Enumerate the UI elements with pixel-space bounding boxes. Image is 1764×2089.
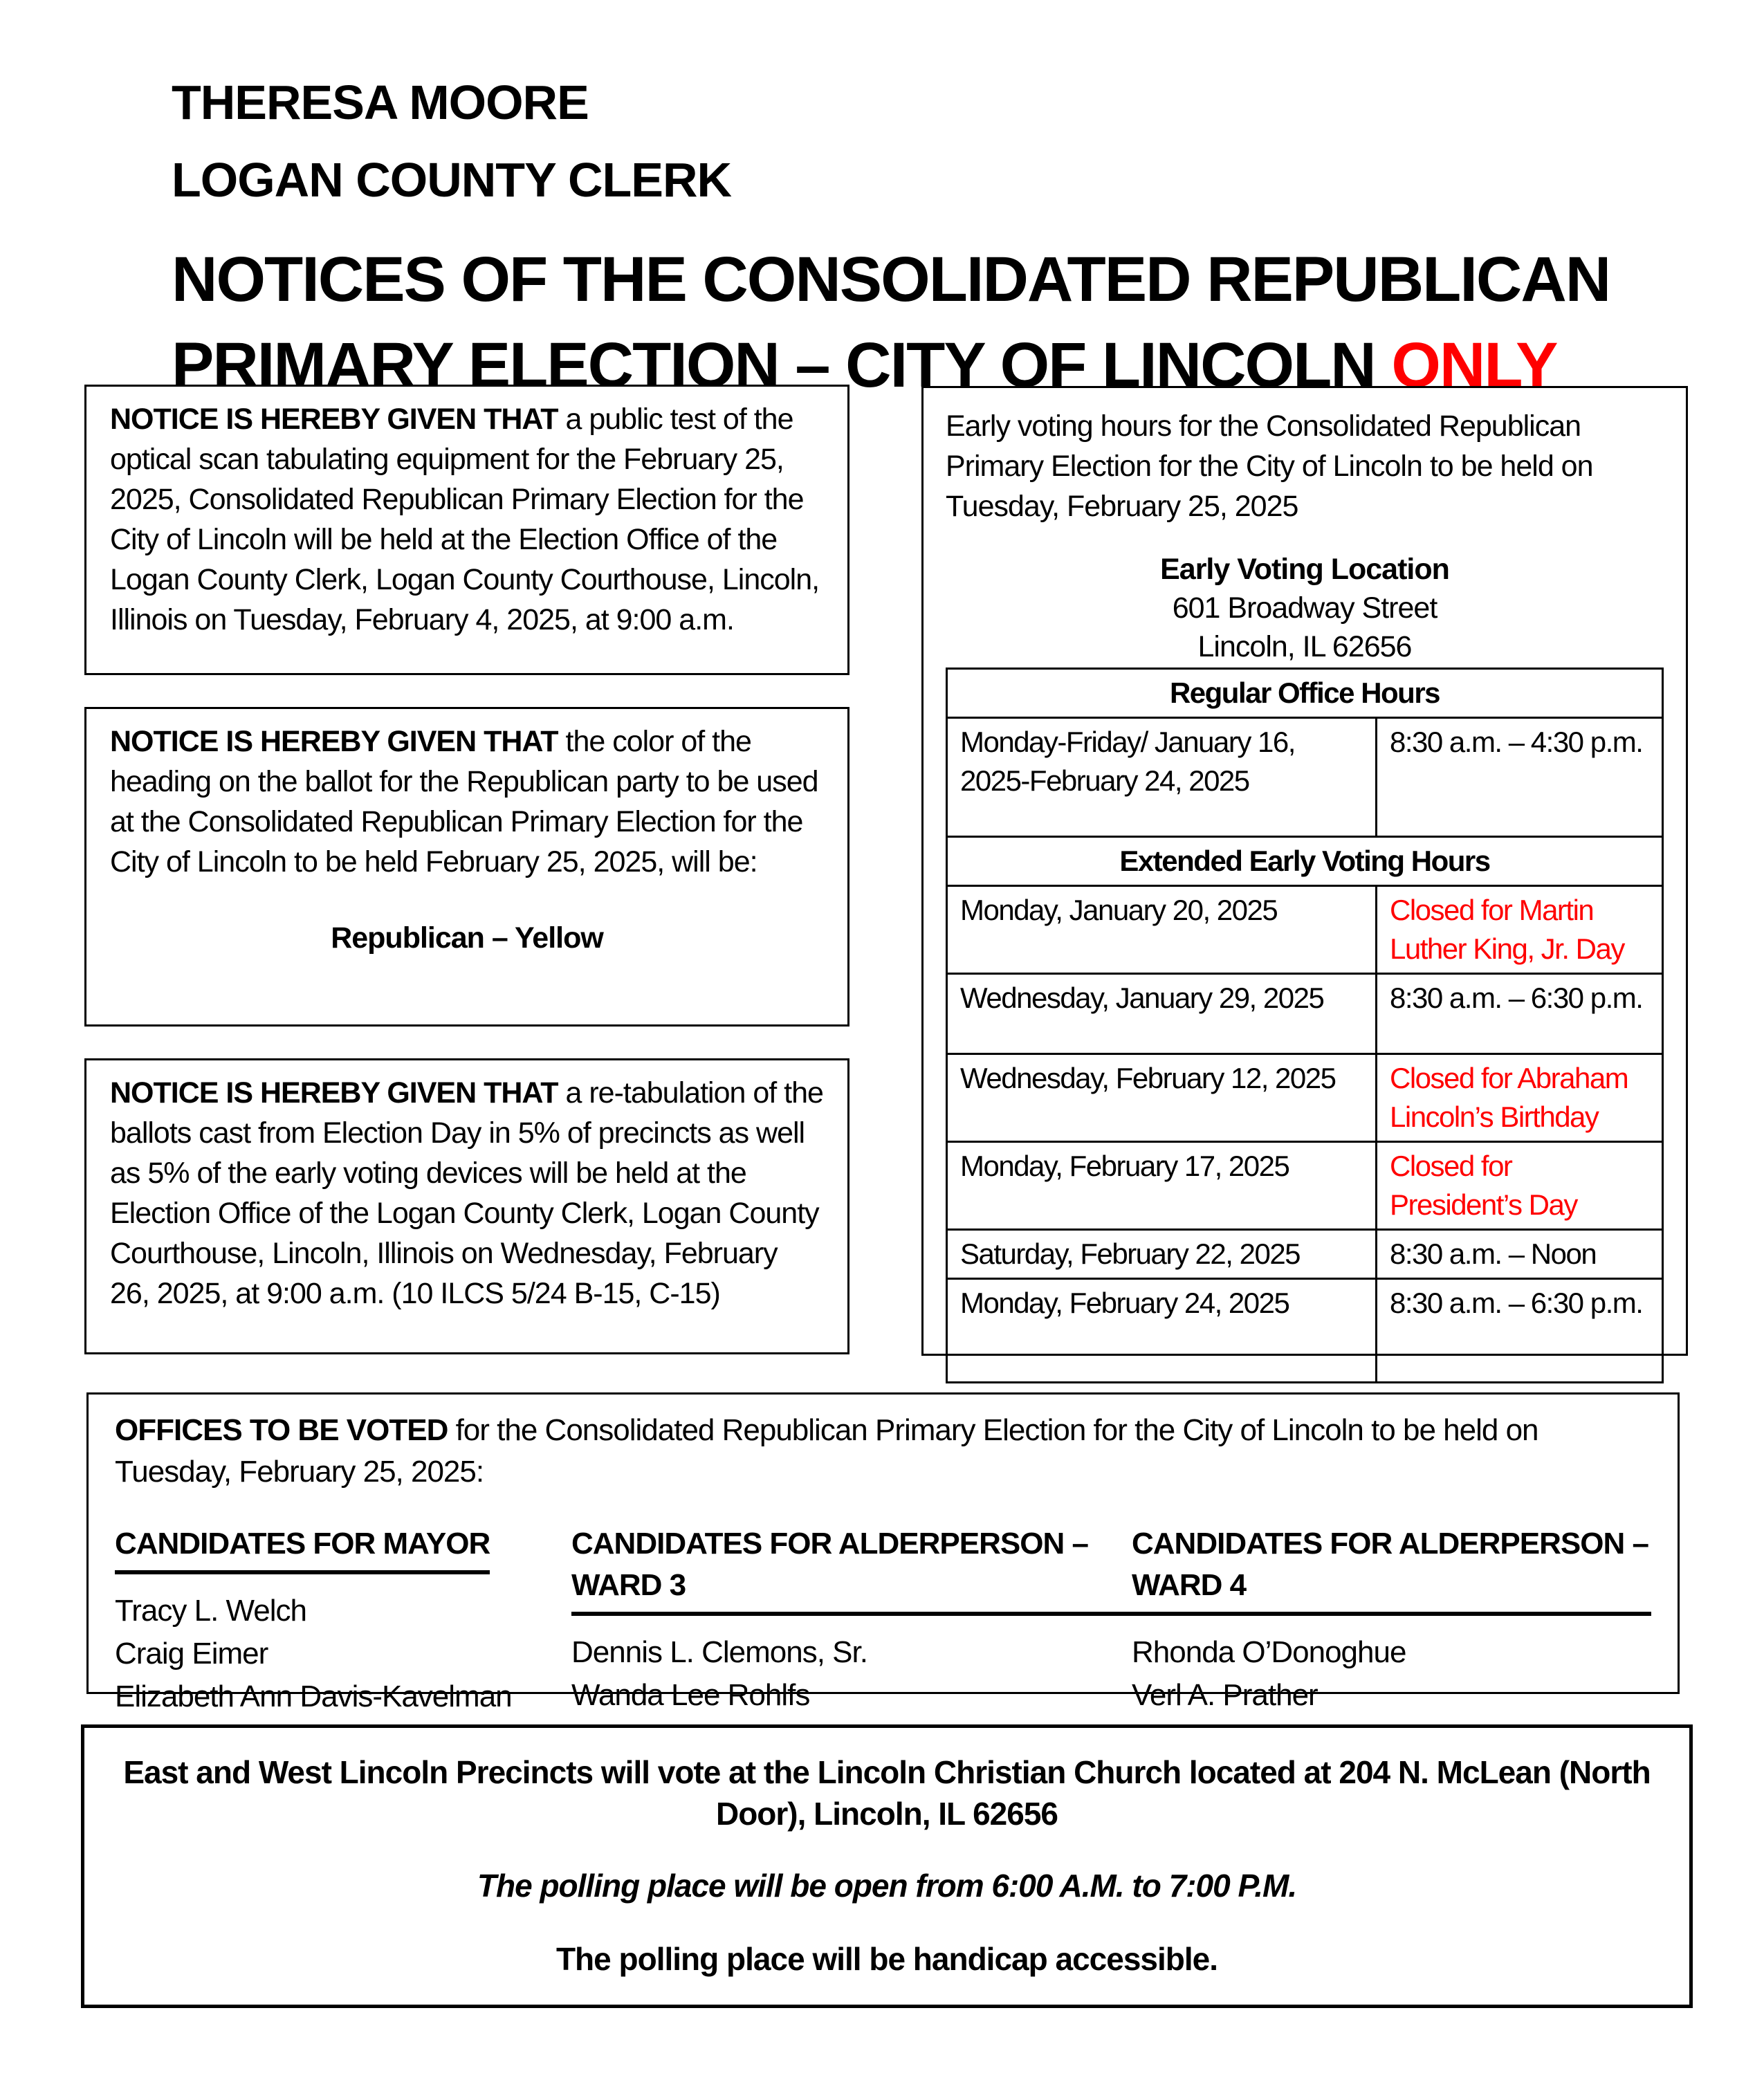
ballot-color-highlight: Republican – Yellow — [331, 921, 604, 955]
candidate-name: Verl A. Prather — [1132, 1678, 1319, 1712]
candidate-name: Rhonda O’Donoghue — [1132, 1635, 1406, 1669]
hours-cell-closed: Closed for President’s Day — [1375, 1141, 1664, 1231]
date-cell: Monday, February 17, 2025 — [946, 1141, 1377, 1231]
hours-cell-closed: Closed for Martin Luther King, Jr. Day — [1375, 885, 1664, 975]
notice-body: the color of the heading on the ballot f… — [110, 725, 819, 878]
polling-hours-line: The polling place will be open from 6:00… — [477, 1868, 1297, 1904]
offices-paragraph: OFFICES TO BE VOTED for the Consolidated… — [115, 1410, 1651, 1493]
early-voting-box: Early voting hours for the Consolidated … — [921, 386, 1688, 1383]
table-row: Monday-Friday/ January 16, 2025-February… — [946, 717, 1664, 838]
notice-lead: NOTICE IS HEREBY GIVEN THAT — [110, 403, 559, 436]
candidates-column-ward-3: CANDIDATES FOR ALDERPERSON – WARD 3 Denn… — [571, 1523, 1132, 1718]
table-row: Monday, February 17, 2025 Closed for Pre… — [946, 1141, 1664, 1231]
notice-box-retabulation: NOTICE IS HEREBY GIVEN THAT a re-tabulat… — [84, 1058, 849, 1354]
page-title: NOTICES OF THE CONSOLIDATED REPUBLICAN P… — [172, 237, 1611, 408]
notice-lead: NOTICE IS HEREBY GIVEN THAT — [110, 1076, 559, 1110]
notice-box-ballot-color: NOTICE IS HEREBY GIVEN THAT the color of… — [84, 707, 849, 1027]
polling-place-box: East and West Lincoln Precincts will vot… — [81, 1724, 1693, 2008]
candidate-name: Tracy L. Welch — [115, 1594, 307, 1628]
hours-cell-closed: Closed for Abraham Lincoln’s Birthday — [1375, 1053, 1664, 1143]
candidate-list: Tracy L. Welch Craig Eimer Elizabeth Ann… — [115, 1590, 571, 1718]
table-section-row: Regular Office Hours — [946, 668, 1664, 719]
polling-location-line: East and West Lincoln Precincts will vot… — [123, 1754, 1651, 1832]
polling-accessibility-line: The polling place will be handicap acces… — [555, 1941, 1218, 1977]
early-voting-location-block: Early Voting Location 601 Broadway Stree… — [946, 550, 1664, 666]
clerk-title: LOGAN COUNTY CLERK — [172, 153, 732, 207]
early-voting-intro: Early voting hours for the Consolidated … — [946, 409, 1594, 523]
table-section-row: Extended Early Voting Hours — [946, 836, 1664, 887]
date-cell: Saturday, February 22, 2025 — [946, 1228, 1377, 1280]
offices-body: for the Consolidated Republican Primary … — [115, 1413, 1539, 1489]
table-row: Wednesday, January 29, 2025 8:30 a.m. – … — [946, 973, 1664, 1055]
table-row: Wednesday, February 12, 2025 Closed for … — [946, 1053, 1664, 1143]
offices-lead: OFFICES TO BE VOTED — [115, 1413, 448, 1447]
document-header: THERESA MOORE LOGAN COUNTY CLERK NOTICES… — [172, 64, 1611, 408]
offices-box: OFFICES TO BE VOTED for the Consolidated… — [86, 1392, 1680, 1713]
date-cell: Monday, February 24, 2025 — [946, 1278, 1377, 1383]
notice-body: a public test of the optical scan tabula… — [110, 403, 820, 636]
early-voting-address-line-2: Lincoln, IL 62656 — [1197, 630, 1413, 663]
notice-body: a re-tabulation of the ballots cast from… — [110, 1076, 824, 1310]
hours-cell: 8:30 a.m. – 6:30 p.m. — [1375, 973, 1664, 1055]
candidates-header: CANDIDATES FOR ALDERPERSON – WARD 3 — [571, 1523, 1132, 1616]
clerk-name: THERESA MOORE — [172, 75, 589, 129]
extended-hours-header: Extended Early Voting Hours — [946, 836, 1664, 887]
notice-box-public-test: NOTICE IS HEREBY GIVEN THAT a public tes… — [84, 385, 849, 675]
date-cell: Monday, January 20, 2025 — [946, 885, 1377, 975]
early-voting-address-line-1: 601 Broadway Street — [1172, 591, 1438, 625]
date-cell: Monday-Friday/ January 16, 2025-February… — [946, 717, 1377, 838]
table-row: Saturday, February 22, 2025 8:30 a.m. – … — [946, 1228, 1664, 1280]
hours-cell: 8:30 a.m. – 6:30 p.m. — [1375, 1278, 1664, 1383]
date-cell: Wednesday, January 29, 2025 — [946, 973, 1377, 1055]
early-voting-location-label: Early Voting Location — [1160, 553, 1450, 586]
candidates-header: CANDIDATES FOR ALDERPERSON – WARD 4 — [1132, 1523, 1651, 1616]
early-voting-hours-table: Regular Office Hours Monday-Friday/ Janu… — [946, 668, 1664, 1383]
notice-paragraph: NOTICE IS HEREBY GIVEN THAT a public tes… — [110, 399, 824, 640]
table-row: Monday, February 24, 2025 8:30 a.m. – 6:… — [946, 1278, 1664, 1383]
candidate-name: Dennis L. Clemons, Sr. — [571, 1635, 868, 1669]
hours-cell: 8:30 a.m. – 4:30 p.m. — [1375, 717, 1664, 838]
table-row: Monday, January 20, 2025 Closed for Mart… — [946, 885, 1664, 975]
candidates-column-ward-4: CANDIDATES FOR ALDERPERSON – WARD 4 Rhon… — [1132, 1523, 1651, 1718]
notice-paragraph: NOTICE IS HEREBY GIVEN THAT the color of… — [110, 721, 824, 882]
candidate-list: Dennis L. Clemons, Sr. Wanda Lee Rohlfs — [571, 1631, 1132, 1717]
hours-cell: 8:30 a.m. – Noon — [1375, 1228, 1664, 1280]
candidate-name: Elizabeth Ann Davis-Kavelman — [115, 1680, 513, 1713]
notice-paragraph: NOTICE IS HEREBY GIVEN THAT a re-tabulat… — [110, 1073, 824, 1314]
candidate-name: Wanda Lee Rohlfs — [571, 1678, 810, 1712]
candidate-name: Craig Eimer — [115, 1637, 268, 1671]
notice-lead: NOTICE IS HEREBY GIVEN THAT — [110, 725, 559, 758]
page-title-line-1: NOTICES OF THE CONSOLIDATED REPUBLICAN — [172, 244, 1611, 315]
candidates-column-mayor: CANDIDATES FOR MAYOR Tracy L. Welch Crai… — [115, 1523, 571, 1718]
date-cell: Wednesday, February 12, 2025 — [946, 1053, 1377, 1143]
candidate-list: Rhonda O’Donoghue Verl A. Prather — [1132, 1631, 1651, 1717]
regular-hours-header: Regular Office Hours — [946, 668, 1664, 719]
candidates-header: CANDIDATES FOR MAYOR — [115, 1523, 490, 1574]
candidate-columns: CANDIDATES FOR MAYOR Tracy L. Welch Crai… — [115, 1523, 1651, 1718]
